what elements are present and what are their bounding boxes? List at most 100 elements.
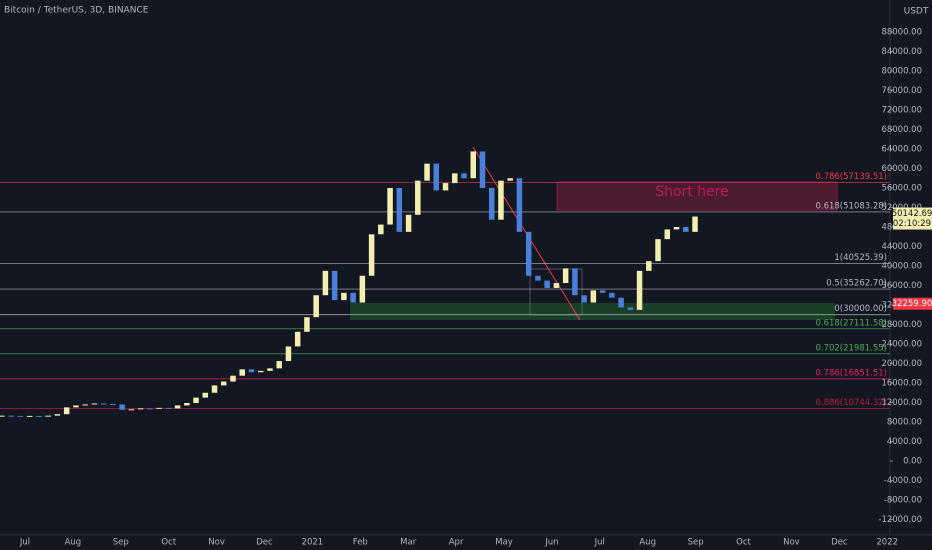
x-tick-label: Mar [400, 538, 417, 548]
x-tick-label: 2022 [876, 538, 898, 548]
x-tick-label: Nov [783, 538, 800, 548]
fib-label: 0.618(51083.28) [815, 201, 887, 211]
currency-label: USDT [904, 7, 929, 17]
candle [230, 375, 236, 382]
x-tick-label: Oct [161, 538, 176, 548]
candle [137, 408, 144, 410]
candle [350, 292, 356, 303]
y-tick-label: 84000.00 [881, 47, 922, 57]
x-tick-label: Jul [19, 538, 30, 548]
candle [257, 370, 264, 373]
candle [267, 368, 273, 371]
y-tick-label: 40000.00 [881, 261, 922, 271]
candle [683, 226, 689, 232]
candle [655, 239, 661, 262]
y-tick-label: 0.00 [903, 456, 922, 466]
candle [525, 231, 532, 276]
y-tick-label: 28000.00 [881, 320, 922, 330]
candle [211, 385, 218, 393]
candle [91, 403, 98, 405]
candle [415, 180, 421, 215]
x-tick-label: Dec [831, 538, 848, 548]
candle [128, 409, 135, 411]
candle [276, 361, 282, 369]
candle [498, 180, 504, 220]
candle [359, 275, 366, 303]
y-tick-label: -8000.00 [884, 495, 922, 505]
candle [378, 224, 384, 235]
y-tick-label: 12000.00 [881, 398, 922, 408]
x-tick-label: Apr [449, 538, 464, 548]
candle [424, 163, 430, 181]
candle [442, 183, 449, 191]
x-tick-label: Dec [256, 538, 273, 548]
candle [396, 187, 403, 232]
x-tick-label: Sep [113, 538, 129, 548]
candle [82, 404, 88, 406]
candle [479, 151, 486, 188]
candle [433, 163, 440, 191]
candle [331, 270, 338, 301]
candle [581, 295, 587, 303]
candle [17, 415, 24, 417]
candle [26, 415, 33, 417]
price-tag-label: 50142.69 [892, 209, 932, 219]
y-tick-label: 64000.00 [881, 144, 922, 154]
candle [507, 178, 513, 181]
y-tick-label: 24000.00 [881, 339, 922, 349]
annotation: Short here [655, 184, 729, 200]
y-tick-label: 36000.00 [881, 281, 922, 291]
candle [248, 369, 255, 373]
x-tick-label: Jul [594, 538, 605, 548]
y-tick-label: 16000.00 [881, 378, 922, 388]
fib-label: 0.5(35262.70) [826, 279, 887, 289]
x-tick-label: 2021 [302, 538, 324, 548]
candle [646, 261, 652, 271]
fib-label: 0.702(21981.55) [815, 343, 887, 353]
x-tick-label: Aug [639, 538, 656, 548]
candle [100, 403, 107, 405]
candle [304, 317, 310, 332]
x-tick-label: Nov [208, 538, 225, 548]
candle [516, 178, 523, 232]
x-tick-label: Oct [736, 538, 751, 548]
candle [562, 268, 569, 284]
candle [294, 331, 301, 347]
y-tick-label: 76000.00 [881, 86, 922, 96]
y-tick-label: 68000.00 [881, 125, 922, 135]
x-tick-label: May [495, 538, 513, 548]
candle [165, 407, 172, 409]
fib-label: 0.618(27111.58) [815, 318, 887, 328]
y-tick-label: 56000.00 [881, 183, 922, 193]
candle [664, 229, 671, 240]
candle [45, 415, 51, 417]
candle [692, 216, 698, 232]
candle [368, 234, 375, 276]
candle [461, 173, 467, 179]
x-tick-label: Feb [353, 538, 368, 548]
candle [221, 381, 227, 386]
candle [609, 292, 615, 298]
price-marker [893, 297, 932, 310]
candle [535, 275, 541, 281]
candle [572, 268, 578, 296]
fib-label: 1(40525.39) [834, 253, 887, 263]
candle [341, 292, 347, 301]
y-tick-label: 8000.00 [887, 417, 922, 427]
candle [63, 407, 70, 415]
candle [119, 404, 125, 410]
price-tag [893, 207, 932, 230]
candle [147, 408, 153, 410]
candle [387, 187, 393, 225]
candle [553, 283, 560, 288]
fib-label: 0(30000.00) [834, 304, 887, 314]
y-tick-label: 60000.00 [881, 164, 922, 174]
candle [599, 290, 606, 293]
fib-label: 0.886(10744.32) [815, 398, 887, 408]
candle [627, 307, 634, 310]
y-tick-label: 44000.00 [881, 242, 922, 252]
candle [452, 173, 458, 184]
candle [313, 295, 319, 318]
